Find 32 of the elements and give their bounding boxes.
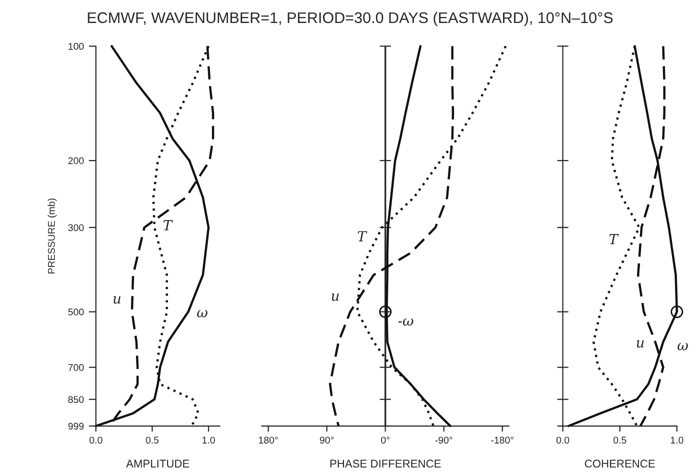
- series-label: T: [609, 234, 619, 244]
- y-tick-label: 100: [68, 42, 84, 50]
- series-label: T: [358, 231, 368, 242]
- series-label: ω: [197, 310, 208, 318]
- x-tick-label: -90°: [435, 436, 452, 444]
- x-tick-label: 0.5: [613, 436, 626, 444]
- text: ECMWF, WAVENUMBER=1, PERIOD=30.0 DAYS (EASTWARD), 10°N–10°S: [88, 12, 613, 26]
- x-axis-title: PHASE DIFFERENCE: [330, 460, 441, 468]
- y-tick-label: 500: [68, 308, 84, 316]
- x-axis-title: AMPLITUDE: [126, 460, 190, 468]
- x-tick-label: -180°: [491, 436, 514, 444]
- x-tick-label: 0°: [381, 436, 390, 444]
- series-label: ω: [678, 343, 688, 350]
- y-tick-label: 700: [68, 364, 84, 371]
- x-tick-label: 90°: [320, 436, 334, 444]
- x-tick-label: 1.0: [202, 436, 215, 444]
- x-axis-title: COHERENCE: [584, 460, 655, 468]
- x-tick-label: 0.0: [90, 436, 102, 444]
- y-tick-label: 999: [68, 422, 84, 430]
- x-tick-label: 0.0: [556, 436, 570, 444]
- y-axis-title: PRESSURE (mb): [48, 198, 57, 274]
- x-tick-label: 1.0: [670, 436, 684, 444]
- series-label: u: [113, 296, 120, 304]
- series-label: T: [163, 220, 173, 230]
- y-tick-label: 850: [68, 396, 84, 403]
- x-tick-label: 0.5: [146, 436, 159, 444]
- x-tick-label: 180°: [258, 436, 278, 444]
- series-label: u: [332, 293, 339, 301]
- y-tick-label: 200: [68, 157, 84, 164]
- series-label: -ω: [398, 318, 414, 326]
- series-label: u: [636, 340, 644, 348]
- y-tick-label: 300: [68, 224, 84, 232]
